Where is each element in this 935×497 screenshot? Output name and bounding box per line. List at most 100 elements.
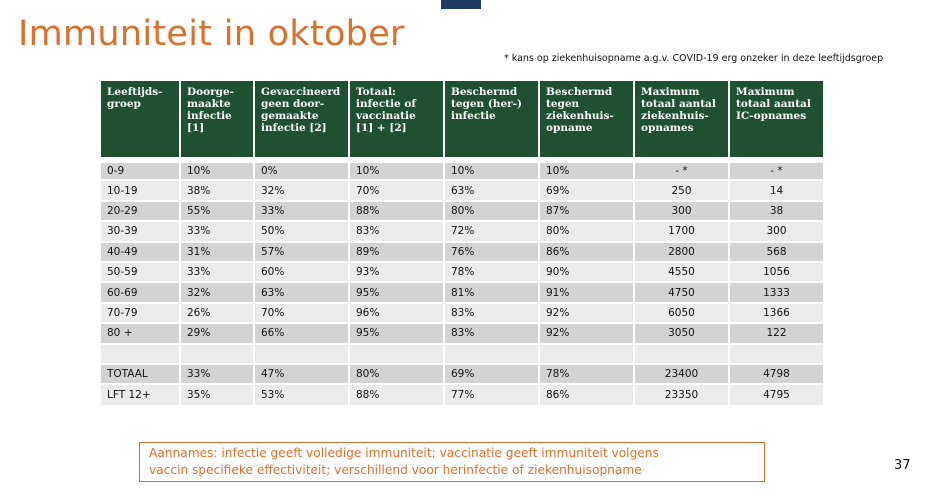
- table-cell: 80%: [349, 362, 445, 385]
- column-header-line: tegen (her-): [451, 98, 522, 110]
- table-cell: 1700: [634, 220, 730, 242]
- table-cell: 568: [729, 240, 823, 262]
- table-cell: 33%: [180, 260, 255, 283]
- column-header-line: Leeftijds-: [107, 86, 163, 98]
- table-body: 0-9 10% 0% 10% 10% 10% - * - * 10-19 38% 32% 70% 63%…: [101, 156, 823, 405]
- table-cell: 38: [729, 199, 823, 222]
- table-cell: 30-39: [101, 220, 181, 242]
- table-cell: 57%: [254, 240, 350, 262]
- column-header-line: Maximum: [736, 86, 795, 98]
- table-cell: 10-19: [101, 179, 181, 201]
- table-cell: 86%: [539, 383, 635, 405]
- column-header-line: Totaal:: [356, 86, 396, 98]
- column-header-line: ziekenhuis-: [546, 110, 614, 122]
- table-row: 10-19 38% 32% 70% 63% 69% 250 14: [101, 179, 823, 201]
- table-cell: 90%: [539, 260, 635, 283]
- table-cell: 33%: [180, 220, 255, 242]
- assumptions-box: Aannames: infectie geeft volledige immun…: [139, 442, 765, 482]
- table-cell: 29%: [180, 322, 255, 344]
- table-cell: 1366: [729, 301, 823, 324]
- table-row: LFT 12+ 35% 53% 88% 77% 86% 23350 4795: [101, 383, 823, 405]
- table-cell: [634, 342, 730, 364]
- page-number: 37: [894, 458, 911, 473]
- column-header: Maximum totaal aantal ziekenhuis-opnames: [634, 81, 730, 160]
- column-header-line: Gevaccineerd: [261, 86, 341, 98]
- column-header-line: opnames: [641, 122, 694, 134]
- table-cell: 40-49: [101, 240, 181, 262]
- table-cell: 1056: [729, 260, 823, 283]
- column-header-line: gemaakte: [261, 110, 319, 122]
- table-cell: 26%: [180, 301, 255, 324]
- table-cell: 81%: [444, 281, 540, 303]
- table-cell: 20-29: [101, 199, 181, 222]
- table-cell: [729, 342, 823, 364]
- table-cell: [539, 342, 635, 364]
- table-cell: 83%: [349, 220, 445, 242]
- table-cell: 4750: [634, 281, 730, 303]
- table-cell: 80 +: [101, 322, 181, 344]
- table-cell: 10%: [444, 156, 540, 181]
- column-header-line: Maximum: [641, 86, 700, 98]
- table-cell: 95%: [349, 281, 445, 303]
- table-row: 30-39 33% 50% 83% 72% 80% 1700 300: [101, 220, 823, 242]
- table-cell: 88%: [349, 383, 445, 405]
- assumptions-line-1: Aannames: infectie geeft volledige immun…: [149, 446, 659, 460]
- table-cell: 10%: [539, 156, 635, 181]
- table-cell: 76%: [444, 240, 540, 262]
- table-cell: 66%: [254, 322, 350, 344]
- table-cell: - *: [729, 156, 823, 181]
- column-header: Leeftijds-groep: [101, 81, 181, 160]
- column-header-line: maakte: [187, 98, 231, 110]
- table-cell: 88%: [349, 199, 445, 222]
- table-cell: 50%: [254, 220, 350, 242]
- table-cell: TOTAAL: [101, 362, 181, 385]
- table-cell: 70-79: [101, 301, 181, 324]
- slide-title: Immuniteit in oktober: [18, 14, 405, 54]
- table-cell: [254, 342, 350, 364]
- table-cell: 83%: [444, 301, 540, 324]
- table-cell: 89%: [349, 240, 445, 262]
- table-cell: 80%: [539, 220, 635, 242]
- table-cell: 92%: [539, 322, 635, 344]
- table-cell: 300: [729, 220, 823, 242]
- table-cell: 2800: [634, 240, 730, 262]
- table-row: 0-9 10% 0% 10% 10% 10% - * - *: [101, 156, 823, 181]
- table-cell: 31%: [180, 240, 255, 262]
- table-cell: 95%: [349, 322, 445, 344]
- table-cell: 70%: [349, 179, 445, 201]
- table-cell: 1333: [729, 281, 823, 303]
- table-cell: 55%: [180, 199, 255, 222]
- table-row: 60-69 32% 63% 95% 81% 91% 4750 1333: [101, 281, 823, 303]
- column-header-line: totaal aantal: [641, 98, 716, 110]
- table-cell: 33%: [180, 362, 255, 385]
- table-cell: 10%: [349, 156, 445, 181]
- column-header-line: tegen: [546, 98, 580, 110]
- table-cell: 83%: [444, 322, 540, 344]
- table-row: [101, 342, 823, 364]
- table-cell: 47%: [254, 362, 350, 385]
- top-decoration-bar: [441, 0, 481, 9]
- table-cell: 96%: [349, 301, 445, 324]
- table-cell: [444, 342, 540, 364]
- table-cell: 23400: [634, 362, 730, 385]
- table-cell: 91%: [539, 281, 635, 303]
- table-cell: 35%: [180, 383, 255, 405]
- column-header-line: Beschermd: [546, 86, 613, 98]
- column-header-line: infectie: [187, 110, 232, 122]
- table-cell: 69%: [539, 179, 635, 201]
- table-cell: 63%: [254, 281, 350, 303]
- column-header: Maximum totaal aantal IC-opnames: [729, 81, 823, 160]
- table-cell: 300: [634, 199, 730, 222]
- table-cell: 70%: [254, 301, 350, 324]
- column-header-line: geen door-: [261, 98, 325, 110]
- table-cell: 38%: [180, 179, 255, 201]
- table-cell: 33%: [254, 199, 350, 222]
- table-cell: 3050: [634, 322, 730, 344]
- table-row: 70-79 26% 70% 96% 83% 92% 6050 1366: [101, 301, 823, 324]
- column-header-line: [1] + [2]: [356, 122, 407, 134]
- table-cell: 50-59: [101, 260, 181, 283]
- table-cell: 60-69: [101, 281, 181, 303]
- column-header-line: infectie: [451, 110, 496, 122]
- table-cell: 72%: [444, 220, 540, 242]
- table-cell: 63%: [444, 179, 540, 201]
